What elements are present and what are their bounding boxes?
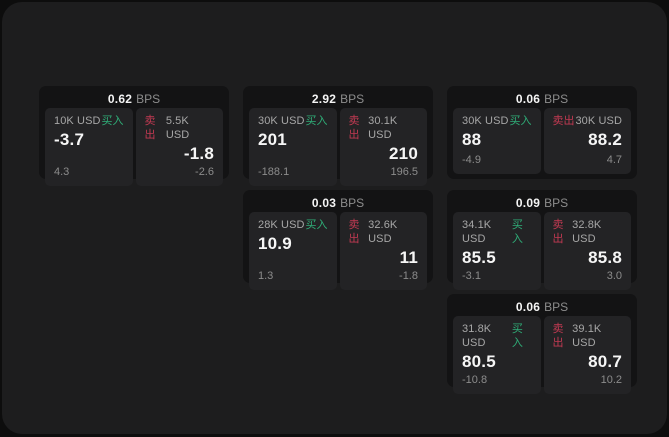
sell-price: 210 [389,144,418,163]
bps-unit-label: BPS [136,92,161,106]
sell-size: 32.8K USD [572,219,602,245]
buy-badge: 买入 [101,115,124,127]
bps-unit-label: BPS [544,196,569,210]
sell-panel[interactable]: 卖出 30.1K USD 210 196.5 [339,108,427,186]
buy-badge: 买入 [305,219,328,231]
sell-size: 30.1K USD [368,115,398,141]
sell-badge: 卖出 [552,115,575,127]
buy-size: 10K USD [54,115,101,127]
sell-change: -2.6 [195,166,214,178]
buy-panel[interactable]: 30K USD 买入 88 -4.9 [453,108,541,174]
sell-badge: 卖出 [144,115,156,141]
bps-value: 0.06 [515,300,541,314]
quote-card: 0.06 BPS 31.8K USD 买入 80.5 -10.8 卖出 39.1… [447,294,637,394]
buy-change: -188.1 [258,166,290,178]
buy-size: 30K USD [462,115,509,127]
sell-panel[interactable]: 卖出 32.6K USD 11 -1.8 [339,212,427,290]
sell-badge: 卖出 [348,115,360,141]
sell-change: 3.0 [606,270,622,282]
buy-badge: 买入 [511,323,523,349]
sell-price: 11 [399,248,418,267]
buy-price: 85.5 [462,248,496,267]
card-header: 0.62 BPS [45,90,223,108]
card-header: 0.06 BPS [453,298,631,316]
bps-unit-label: BPS [544,300,569,314]
quote-card: 0.62 BPS 10K USD 买入 -3.7 4.3 卖出 5.5K USD [39,86,229,186]
buy-panel[interactable]: 30K USD 买入 201 -188.1 [249,108,337,186]
buy-change: -4.9 [462,154,481,166]
quote-card: 0.06 BPS 30K USD 买入 88 -4.9 卖出 30K USD [447,86,637,179]
card-sides: 10K USD 买入 -3.7 4.3 卖出 5.5K USD -1.8 -2.… [45,108,223,186]
card-sides: 31.8K USD 买入 80.5 -10.8 卖出 39.1K USD 80.… [453,316,631,394]
card-sides: 30K USD 买入 201 -188.1 卖出 30.1K USD 210 1… [249,108,427,186]
buy-change: 1.3 [258,270,274,282]
sell-panel[interactable]: 卖出 32.8K USD 85.8 3.0 [543,212,631,290]
buy-panel[interactable]: 34.1K USD 买入 85.5 -3.1 [453,212,541,290]
buy-panel[interactable]: 31.8K USD 买入 80.5 -10.8 [453,316,541,394]
sell-price: 88.2 [588,130,622,149]
buy-price: -3.7 [54,130,85,149]
bps-unit-label: BPS [340,196,365,210]
buy-size: 30K USD [258,115,305,127]
buy-price: 88 [462,130,482,149]
sell-size: 32.6K USD [368,219,398,245]
card-sides: 28K USD 买入 10.9 1.3 卖出 32.6K USD 11 -1.8 [249,212,427,290]
quote-card: 0.03 BPS 28K USD 买入 10.9 1.3 卖出 32.6K US… [243,190,433,290]
card-header: 2.92 BPS [249,90,427,108]
card-header: 0.09 BPS [453,194,631,212]
sell-size: 5.5K USD [165,115,190,141]
buy-badge: 买入 [511,219,523,245]
sell-badge: 卖出 [552,323,564,349]
buy-change: 4.3 [54,166,70,178]
buy-size: 31.8K USD [462,323,492,349]
sell-price: 80.7 [588,352,622,371]
sell-change: 4.7 [606,154,622,166]
sell-price: -1.8 [183,144,214,163]
sell-badge: 卖出 [348,219,360,245]
bps-unit-label: BPS [340,92,365,106]
quote-card: 0.09 BPS 34.1K USD 买入 85.5 -3.1 卖出 32.8K… [447,190,637,290]
quotes-grid: 0.62 BPS 10K USD 买入 -3.7 4.3 卖出 5.5K USD [39,86,637,394]
sell-price: 85.8 [588,248,622,267]
buy-price: 201 [258,130,287,149]
bps-unit-label: BPS [544,92,569,106]
sell-size: 39.1K USD [572,323,602,349]
quote-card: 2.92 BPS 30K USD 买入 201 -188.1 卖出 30.1K … [243,86,433,186]
bps-value: 0.03 [311,196,337,210]
sell-change: 196.5 [390,166,418,178]
card-header: 0.03 BPS [249,194,427,212]
sell-panel[interactable]: 卖出 30K USD 88.2 4.7 [543,108,631,174]
card-header: 0.06 BPS [453,90,631,108]
buy-panel[interactable]: 10K USD 买入 -3.7 4.3 [45,108,133,186]
sell-change: -1.8 [399,270,418,282]
bps-value: 0.06 [515,92,541,106]
buy-badge: 买入 [509,115,532,127]
sell-change: 10.2 [600,374,622,386]
sell-badge: 卖出 [552,219,564,245]
buy-badge: 买入 [305,115,328,127]
sell-panel[interactable]: 卖出 39.1K USD 80.7 10.2 [543,316,631,394]
buy-size: 34.1K USD [462,219,492,245]
sell-size: 30K USD [575,115,622,127]
buy-change: -3.1 [462,270,481,282]
buy-change: -10.8 [462,374,488,386]
buy-price: 10.9 [258,234,292,253]
bps-value: 0.62 [107,92,133,106]
buy-price: 80.5 [462,352,496,371]
bps-value: 2.92 [311,92,337,106]
card-sides: 30K USD 买入 88 -4.9 卖出 30K USD 88.2 4.7 [453,108,631,174]
buy-panel[interactable]: 28K USD 买入 10.9 1.3 [249,212,337,290]
card-sides: 34.1K USD 买入 85.5 -3.1 卖出 32.8K USD 85.8… [453,212,631,290]
bps-value: 0.09 [515,196,541,210]
sell-panel[interactable]: 卖出 5.5K USD -1.8 -2.6 [135,108,223,186]
buy-size: 28K USD [258,219,305,231]
